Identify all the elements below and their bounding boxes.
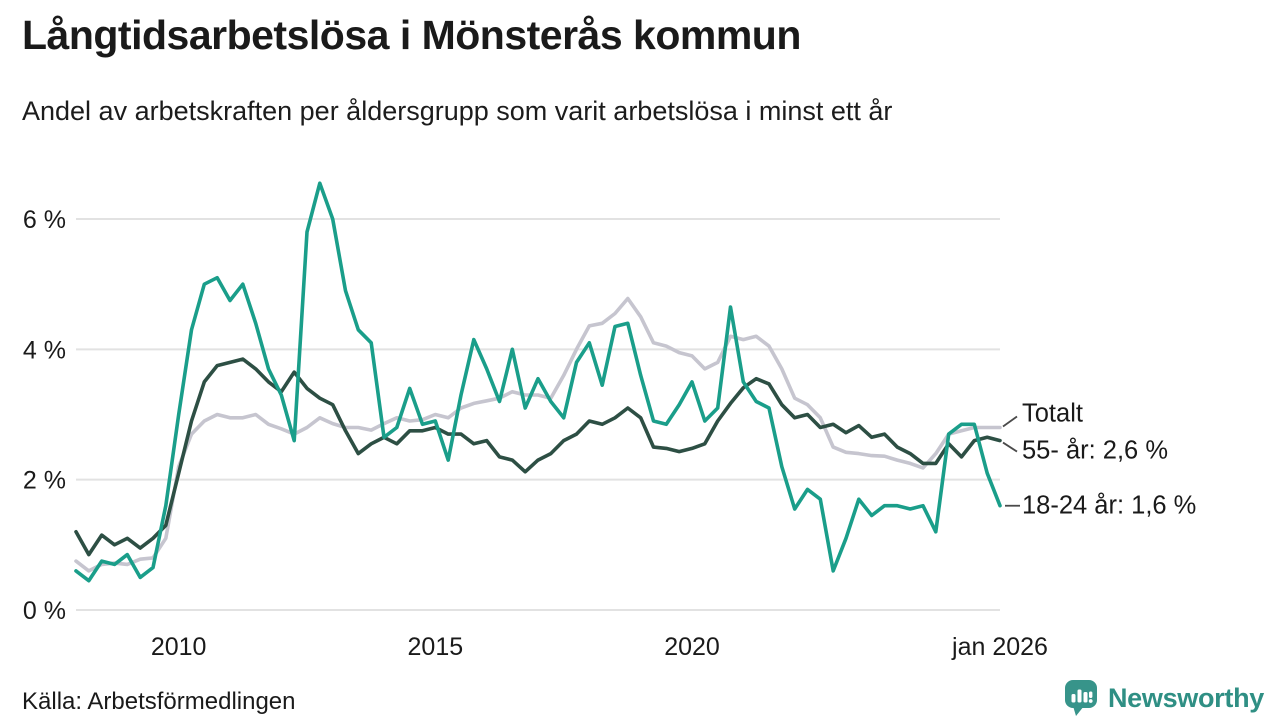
x-tick-label: 2020 bbox=[664, 633, 720, 661]
x-tick-label: jan 2026 bbox=[951, 633, 1048, 661]
source-note: Källa: Arbetsförmedlingen bbox=[22, 688, 296, 715]
series-line-totalt bbox=[74, 296, 1002, 573]
y-tick-label: 6 % bbox=[23, 206, 66, 234]
newsworthy-brand[interactable]: Newsworthy bbox=[1062, 678, 1264, 718]
series-end-label-18-24-r: 18-24 år: 1,6 % bbox=[1022, 492, 1196, 520]
chart-area: 0 % 2 % 4 % 6 % 2010 2015 2020 jan 2026 Totalt 55… bbox=[0, 150, 1280, 670]
chart-title: Långtidsarbetslösa i Mönsterås kommun bbox=[22, 12, 801, 58]
line-chart: 0 % 2 % 4 % 6 % 2010 2015 2020 jan 2026 Totalt 55… bbox=[23, 181, 1196, 661]
y-tick-label: 0 % bbox=[23, 597, 66, 625]
label-leader bbox=[1002, 441, 1018, 453]
x-tick-label: 2015 bbox=[408, 633, 464, 661]
series-end-label-totalt: Totalt bbox=[1022, 400, 1083, 428]
series-line-18-24-r bbox=[74, 181, 1002, 583]
y-tick-label: 4 % bbox=[23, 336, 66, 364]
y-tick-label: 2 % bbox=[23, 467, 66, 495]
series-end-label-55-r: 55- år: 2,6 % bbox=[1022, 437, 1168, 465]
series-line-55-r bbox=[74, 357, 1002, 557]
chart-subtitle: Andel av arbetskraften per åldersgrupp s… bbox=[22, 96, 893, 126]
brand-name: Newsworthy bbox=[1107, 682, 1264, 713]
newsworthy-logo-icon bbox=[1064, 680, 1097, 716]
x-tick-label: 2010 bbox=[151, 633, 207, 661]
label-leader bbox=[1002, 415, 1018, 428]
